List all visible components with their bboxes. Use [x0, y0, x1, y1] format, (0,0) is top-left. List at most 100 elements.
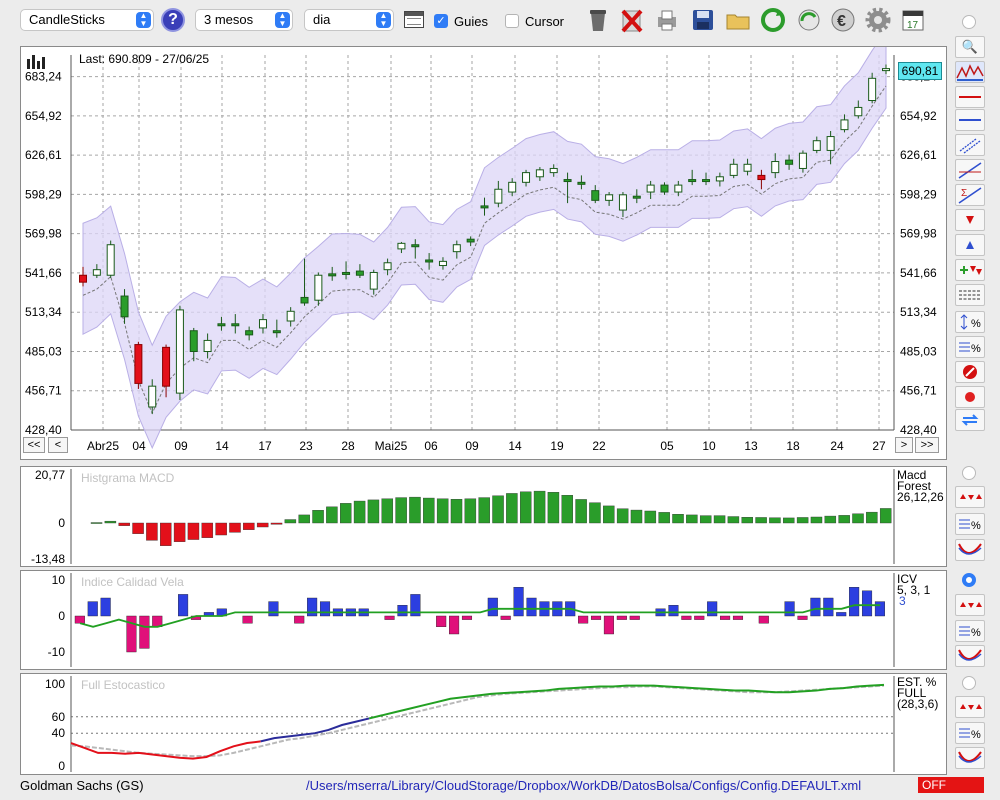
candle-body — [826, 136, 835, 151]
stoch-curve-button[interactable] — [955, 747, 985, 769]
ticker-label: Goldman Sachs (GS) — [20, 778, 144, 793]
radio-macd[interactable] — [962, 466, 976, 480]
macd-bar — [727, 516, 740, 524]
y-tick-label-right: 428,40 — [900, 423, 937, 437]
icv-percent-button[interactable]: % — [955, 620, 985, 642]
calendar-grid-icon[interactable] — [404, 11, 424, 28]
nav-prev-button[interactable]: < — [48, 437, 68, 453]
period-select[interactable]: 3 mesos ▲ ▼ — [195, 9, 293, 31]
trash-icon[interactable] — [585, 7, 611, 33]
macd-percent-button[interactable]: % — [955, 513, 985, 535]
record-button[interactable] — [955, 386, 985, 408]
arrow-up-button[interactable] — [955, 234, 985, 256]
icv-bar — [449, 615, 460, 635]
x-tick-label: 19 — [550, 439, 564, 453]
radio-main-chart[interactable] — [962, 15, 976, 29]
stoch-signals-button[interactable] — [955, 696, 985, 718]
scale-percent-button[interactable]: % — [955, 311, 985, 333]
bands-icon — [956, 64, 984, 81]
macd-panel[interactable]: 20,77 0 -13,48 Histgrama MACD Macd Forest … — [20, 466, 947, 567]
trendline-button[interactable] — [955, 159, 985, 181]
macd-bar — [589, 502, 601, 524]
radio-icv[interactable] — [962, 573, 976, 587]
help-icon[interactable]: ? — [161, 8, 185, 32]
candle-body — [563, 179, 572, 183]
signals-icon — [960, 602, 982, 608]
channel-button[interactable] — [955, 134, 985, 156]
stoch-percent-button[interactable]: % — [955, 722, 985, 744]
macd-curve-button[interactable] — [955, 539, 985, 561]
interval-select[interactable]: dia ▲ ▼ — [304, 9, 394, 31]
gear-icon[interactable] — [865, 7, 891, 33]
y-tick-label-right: 626,61 — [900, 148, 937, 162]
stochastic-chart: 100 60 40 0 — [45, 676, 895, 773]
icv-bar — [732, 615, 744, 620]
macd-title: Histgrama MACD — [81, 471, 175, 485]
delete-icon[interactable] — [619, 7, 645, 33]
print-icon[interactable] — [654, 7, 680, 33]
icv-bar — [487, 597, 498, 617]
candle-body — [522, 172, 531, 183]
arrow-down-button[interactable] — [955, 209, 985, 231]
overlay-bands-button[interactable] — [955, 61, 985, 83]
svg-text:%: % — [971, 729, 981, 741]
zoom-button[interactable]: 🔍 — [955, 36, 985, 58]
macd-bar — [561, 495, 573, 524]
arrow-up-blue-icon — [966, 241, 974, 249]
candle-body — [854, 106, 863, 117]
guides-checkbox[interactable]: ✓ — [434, 14, 448, 28]
nav-last-button[interactable]: >> — [915, 437, 939, 453]
macd-bar — [533, 490, 546, 524]
macd-bar — [672, 514, 684, 524]
folder-icon[interactable] — [725, 7, 751, 33]
signals-icon — [960, 266, 982, 275]
grid-lines-button[interactable] — [955, 284, 985, 306]
icv-signals-button[interactable] — [955, 594, 985, 616]
icv-bar — [139, 615, 150, 649]
cursor-checkbox[interactable] — [505, 14, 519, 28]
save-icon[interactable] — [690, 7, 716, 33]
macd-bar — [160, 522, 172, 546]
x-tick-label: 17 — [258, 439, 272, 453]
nav-first-button[interactable]: << — [23, 437, 45, 453]
macd-histogram-chart: 20,77 0 -13,48 — [31, 468, 895, 566]
radio-stoch[interactable] — [962, 676, 976, 690]
horizontal-line-red-button[interactable] — [955, 86, 985, 108]
sync-icon[interactable] — [796, 7, 822, 33]
svg-text:%: % — [971, 318, 981, 330]
candle-body — [605, 194, 614, 201]
x-tick-label: 14 — [508, 439, 522, 453]
macd-bar — [90, 522, 103, 524]
candle-body — [314, 274, 323, 301]
stoch-panel[interactable]: 100 60 40 0 Full Estocastico EST. % FULL (2… — [20, 673, 947, 775]
icv-bar — [307, 597, 318, 617]
horizontal-line-blue-button[interactable] — [955, 109, 985, 131]
fibonacci-button[interactable]: Σ — [955, 184, 985, 206]
calendar-icon[interactable]: 17 — [900, 7, 926, 33]
icv-panel[interactable]: 10 0 -10 Indice Calidad Vela ICV 5, 3, 1 3 — [20, 570, 947, 670]
off-toggle[interactable]: OFF — [918, 777, 984, 793]
swap-button[interactable] — [955, 409, 985, 431]
x-tick-label: 10 — [702, 439, 716, 453]
macd-signals-button[interactable] — [955, 486, 985, 508]
chart-type-select[interactable]: CandleSticks ▲ ▼ — [20, 9, 154, 31]
main-chart-panel[interactable]: 683,24683,24654,92654,92626,61626,61598,… — [20, 46, 947, 460]
refresh-icon[interactable] — [760, 7, 786, 33]
candlestick-chart[interactable]: 683,24683,24654,92654,92626,61626,61598,… — [21, 47, 946, 459]
macd-bar — [423, 497, 435, 524]
config-path-link[interactable]: /Users/mserra/Library/CloudStorage/Dropb… — [306, 778, 862, 793]
macd-bar — [256, 522, 269, 528]
icv-bar — [707, 601, 718, 617]
add-signal-button[interactable] — [955, 259, 985, 281]
candle-body — [355, 270, 364, 276]
y-tick-label: 20,77 — [35, 468, 65, 482]
nav-next-button[interactable]: > — [895, 437, 913, 453]
icv-curve-button[interactable] — [955, 645, 985, 667]
y-tick-label: -10 — [48, 645, 66, 659]
stop-button[interactable] — [955, 361, 985, 383]
curve-icon — [958, 543, 982, 555]
percent-lines-button[interactable]: % — [955, 336, 985, 358]
x-tick-label: 05 — [660, 439, 674, 453]
euro-icon[interactable]: € — [830, 7, 856, 33]
macd-bar — [852, 513, 864, 524]
